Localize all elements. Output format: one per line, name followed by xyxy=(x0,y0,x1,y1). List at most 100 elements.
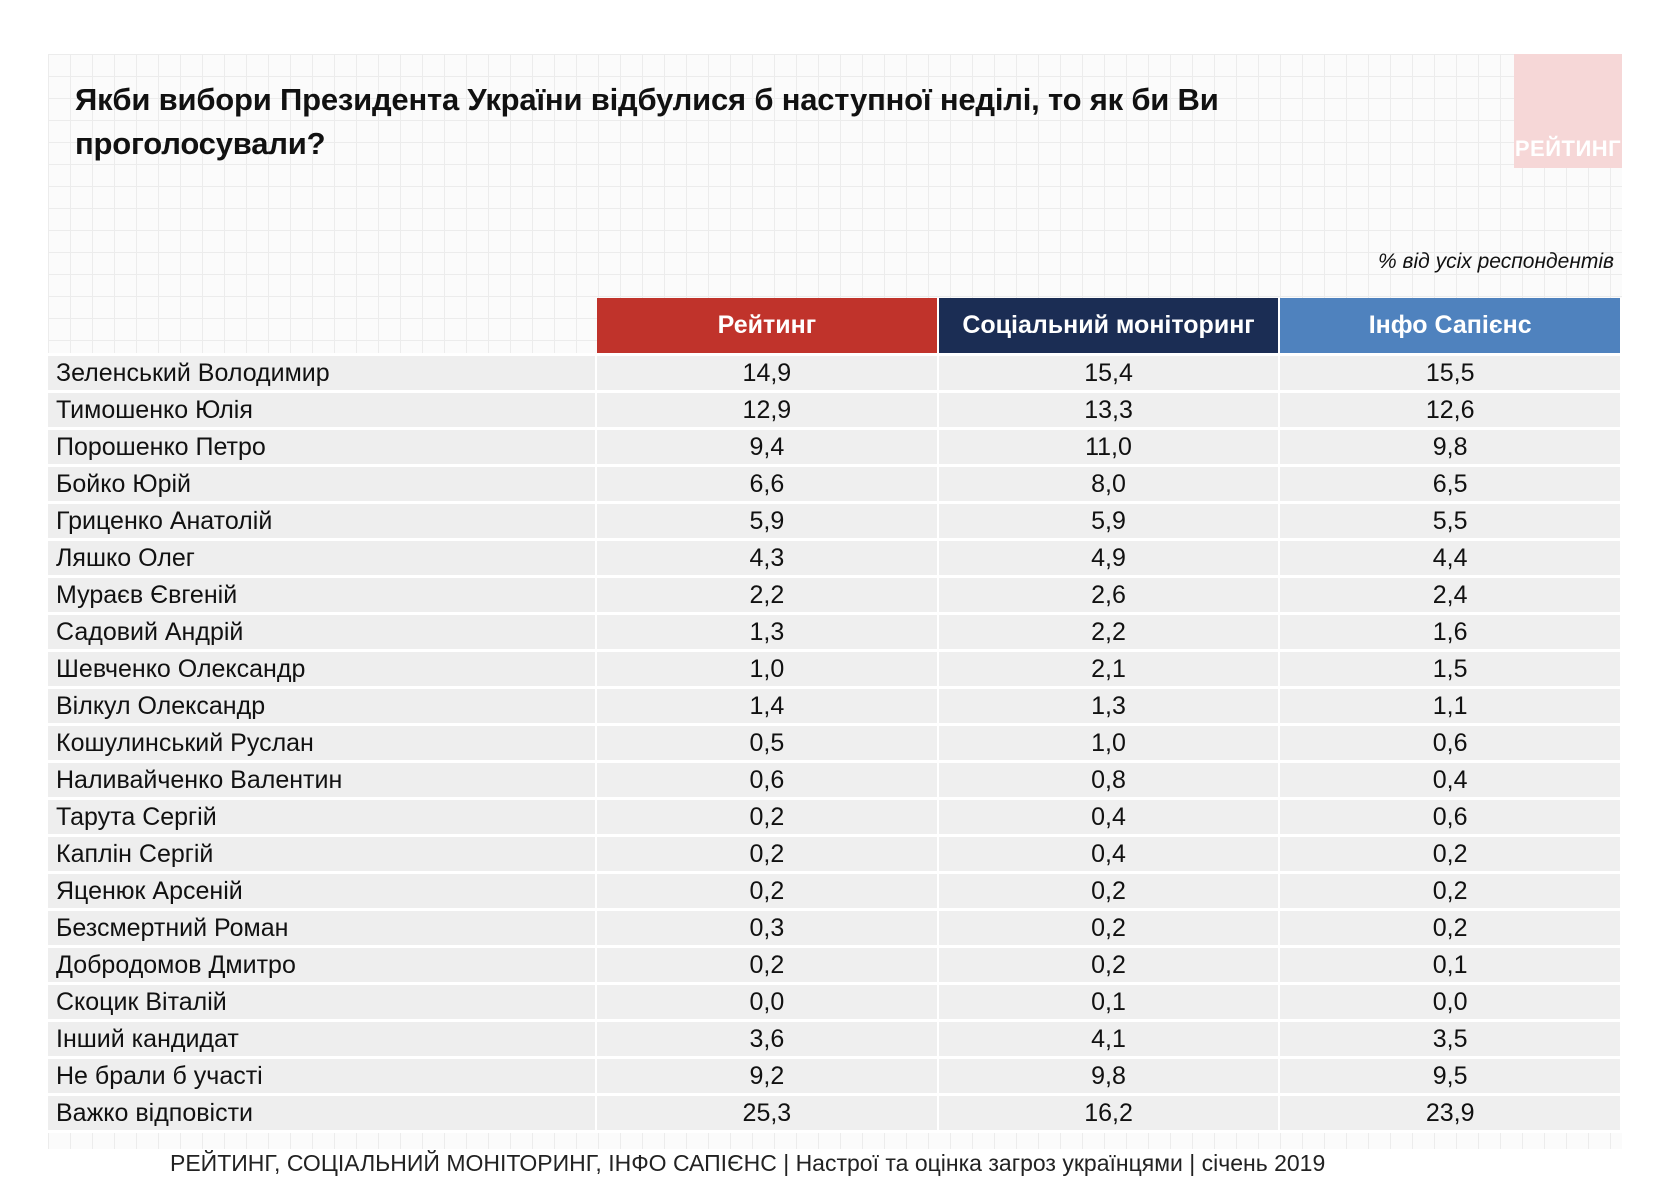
value-cell: 16,2 xyxy=(938,1093,1281,1133)
candidate-name: Безсмертний Роман xyxy=(48,908,598,945)
value-cell: 13,3 xyxy=(938,390,1281,427)
value-cell: 1,0 xyxy=(938,723,1281,760)
table-body: Зеленський Володимир 14,9 15,4 15,5 Тимошенк… xyxy=(48,353,1622,1133)
table-row: Бойко Юрій 6,6 8,0 6,5 xyxy=(48,464,1622,501)
table-row: Не брали б участі 9,2 9,8 9,5 xyxy=(48,1056,1622,1093)
table-row: Тарута Сергій 0,2 0,4 0,6 xyxy=(48,797,1622,834)
value-cell: 5,5 xyxy=(1280,501,1622,538)
value-cell: 0,2 xyxy=(597,834,939,871)
value-cell: 12,6 xyxy=(1280,390,1622,427)
candidate-name: Каплін Сергій xyxy=(48,834,598,871)
candidate-name: Бойко Юрій xyxy=(48,464,598,501)
candidate-name: Шевченко Олександр xyxy=(48,649,598,686)
rating-logo: РЕЙТИНГ xyxy=(1514,54,1622,168)
candidate-name: Скоцик Віталій xyxy=(48,982,598,1019)
table-row: Садовий Андрій 1,3 2,2 1,6 xyxy=(48,612,1622,649)
value-cell: 15,4 xyxy=(938,353,1281,390)
header-blank-cell xyxy=(48,298,597,353)
table-row: Наливайченко Валентин 0,6 0,8 0,4 xyxy=(48,760,1622,797)
candidate-name: Добродомов Дмитро xyxy=(48,945,598,982)
value-cell: 5,9 xyxy=(597,501,939,538)
value-cell: 0,2 xyxy=(1280,871,1622,908)
units-note: % від усіх респондентів xyxy=(1378,250,1614,273)
value-cell: 14,9 xyxy=(597,353,939,390)
table-row: Шевченко Олександр 1,0 2,1 1,5 xyxy=(48,649,1622,686)
value-cell: 1,6 xyxy=(1280,612,1622,649)
value-cell: 0,2 xyxy=(938,945,1281,982)
value-cell: 0,1 xyxy=(938,982,1281,1019)
value-cell: 0,3 xyxy=(597,908,939,945)
value-cell: 5,9 xyxy=(938,501,1281,538)
value-cell: 0,4 xyxy=(1280,760,1622,797)
value-cell: 6,5 xyxy=(1280,464,1622,501)
value-cell: 3,5 xyxy=(1280,1019,1622,1056)
candidate-name: Важко відповісти xyxy=(48,1093,598,1133)
candidate-name: Інший кандидат xyxy=(48,1019,598,1056)
value-cell: 3,6 xyxy=(597,1019,939,1056)
value-cell: 2,1 xyxy=(938,649,1281,686)
value-cell: 0,2 xyxy=(597,797,939,834)
value-cell: 25,3 xyxy=(597,1093,939,1133)
table-row: Добродомов Дмитро 0,2 0,2 0,1 xyxy=(48,945,1622,982)
value-cell: 12,9 xyxy=(597,390,939,427)
table-row: Важко відповісти 25,3 16,2 23,9 xyxy=(48,1093,1622,1133)
value-cell: 4,3 xyxy=(597,538,939,575)
results-table: Рейтинг Соціальний моніторинг Інфо Сапіє… xyxy=(48,298,1622,1133)
value-cell: 4,4 xyxy=(1280,538,1622,575)
value-cell: 1,3 xyxy=(597,612,939,649)
value-cell: 15,5 xyxy=(1280,353,1622,390)
footer-source: РЕЙТИНГ, СОЦІАЛЬНИЙ МОНІТОРИНГ, ІНФО САП… xyxy=(170,1150,1326,1176)
value-cell: 0,4 xyxy=(938,834,1281,871)
value-cell: 2,6 xyxy=(938,575,1281,612)
table-row: Каплін Сергій 0,2 0,4 0,2 xyxy=(48,834,1622,871)
value-cell: 0,0 xyxy=(597,982,939,1019)
value-cell: 9,8 xyxy=(938,1056,1281,1093)
value-cell: 0,2 xyxy=(1280,908,1622,945)
value-cell: 0,4 xyxy=(938,797,1281,834)
page-title: Якби вибори Президента України відбулися… xyxy=(75,82,1219,161)
value-cell: 0,6 xyxy=(597,760,939,797)
table-row: Скоцик Віталій 0,0 0,1 0,0 xyxy=(48,982,1622,1019)
value-cell: 2,4 xyxy=(1280,575,1622,612)
table-row: Тимошенко Юлія 12,9 13,3 12,6 xyxy=(48,390,1622,427)
candidate-name: Гриценко Анатолій xyxy=(48,501,598,538)
candidate-name: Не брали б участі xyxy=(48,1056,598,1093)
table-row: Гриценко Анатолій 5,9 5,9 5,5 xyxy=(48,501,1622,538)
value-cell: 1,4 xyxy=(597,686,939,723)
value-cell: 8,0 xyxy=(938,464,1281,501)
value-cell: 1,3 xyxy=(938,686,1281,723)
column-header: Інфо Сапієнс xyxy=(1280,298,1622,353)
candidate-name: Зеленський Володимир xyxy=(48,353,598,390)
table-row: Порошенко Петро 9,4 11,0 9,8 xyxy=(48,427,1622,464)
value-cell: 1,0 xyxy=(597,649,939,686)
column-header: Рейтинг xyxy=(597,298,939,353)
value-cell: 2,2 xyxy=(597,575,939,612)
value-cell: 1,1 xyxy=(1280,686,1622,723)
table-row: Інший кандидат 3,6 4,1 3,5 xyxy=(48,1019,1622,1056)
candidate-name: Тарута Сергій xyxy=(48,797,598,834)
value-cell: 23,9 xyxy=(1280,1093,1622,1133)
candidate-name: Садовий Андрій xyxy=(48,612,598,649)
candidate-name: Вілкул Олександр xyxy=(48,686,598,723)
value-cell: 9,2 xyxy=(597,1056,939,1093)
candidate-name: Яценюк Арсеній xyxy=(48,871,598,908)
value-cell: 0,2 xyxy=(938,871,1281,908)
column-header: Соціальний моніторинг xyxy=(938,298,1281,353)
candidate-name: Ляшко Олег xyxy=(48,538,598,575)
value-cell: 4,9 xyxy=(938,538,1281,575)
candidate-name: Наливайченко Валентин xyxy=(48,760,598,797)
value-cell: 9,4 xyxy=(597,427,939,464)
table-row: Кошулинський Руслан 0,5 1,0 0,6 xyxy=(48,723,1622,760)
table-row: Безсмертний Роман 0,3 0,2 0,2 xyxy=(48,908,1622,945)
table-row: Вілкул Олександр 1,4 1,3 1,1 xyxy=(48,686,1622,723)
value-cell: 6,6 xyxy=(597,464,939,501)
table-row: Яценюк Арсеній 0,2 0,2 0,2 xyxy=(48,871,1622,908)
value-cell: 4,1 xyxy=(938,1019,1281,1056)
candidate-name: Кошулинський Руслан xyxy=(48,723,598,760)
logo-text: РЕЙТИНГ xyxy=(1514,136,1622,161)
value-cell: 0,6 xyxy=(1280,797,1622,834)
value-cell: 0,2 xyxy=(597,871,939,908)
value-cell: 0,5 xyxy=(597,723,939,760)
value-cell: 0,2 xyxy=(1280,834,1622,871)
value-cell: 1,5 xyxy=(1280,649,1622,686)
